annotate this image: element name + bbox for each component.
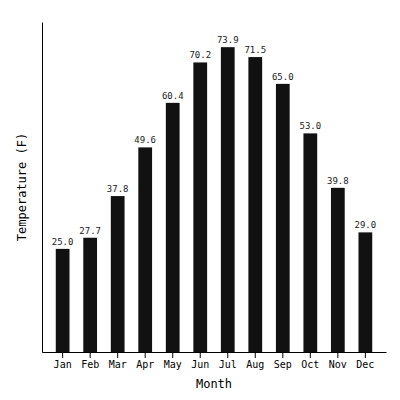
data-label: 70.2 xyxy=(189,50,211,60)
x-tick-mark xyxy=(200,352,201,358)
x-tick-label: Apr xyxy=(136,359,154,370)
data-label: 25.0 xyxy=(52,237,74,247)
x-tick: Nov xyxy=(329,352,347,370)
y-axis-line xyxy=(42,23,43,353)
x-tick-label: May xyxy=(164,359,182,370)
x-tick: Jul xyxy=(219,352,237,370)
x-tick-mark xyxy=(337,352,338,358)
x-tick-mark xyxy=(310,352,311,358)
bar xyxy=(221,47,235,352)
x-tick-mark xyxy=(90,352,91,358)
x-tick: Jun xyxy=(191,352,209,370)
y-axis-title: Temperature (F) xyxy=(15,133,29,241)
bar xyxy=(83,238,97,352)
bar xyxy=(276,84,290,352)
x-tick-mark xyxy=(282,352,283,358)
bar xyxy=(331,188,345,352)
x-tick-mark xyxy=(365,352,366,358)
data-label: 29.0 xyxy=(355,220,377,230)
x-tick-label: Aug xyxy=(246,359,264,370)
bar xyxy=(303,133,317,352)
x-tick-label: Sep xyxy=(274,359,292,370)
x-tick-label: Dec xyxy=(356,359,374,370)
bar xyxy=(248,57,262,352)
x-axis-line xyxy=(43,352,387,353)
x-tick: Apr xyxy=(136,352,154,370)
data-label: 37.8 xyxy=(107,184,129,194)
data-label: 49.6 xyxy=(134,135,156,145)
x-tick-label: Jun xyxy=(191,359,209,370)
x-tick: Aug xyxy=(246,352,264,370)
x-tick-mark xyxy=(145,352,146,358)
x-tick-mark xyxy=(172,352,173,358)
bar xyxy=(111,196,125,352)
data-label: 60.4 xyxy=(162,91,184,101)
x-tick: Jan xyxy=(54,352,72,370)
x-tick-label: Jan xyxy=(54,359,72,370)
x-tick-label: Feb xyxy=(81,359,99,370)
x-tick: Dec xyxy=(356,352,374,370)
x-tick-label: Jul xyxy=(219,359,237,370)
x-tick-label: Mar xyxy=(109,359,127,370)
x-tick-mark xyxy=(62,352,63,358)
y-axis xyxy=(42,23,43,353)
x-tick: Feb xyxy=(81,352,99,370)
bar xyxy=(56,249,70,352)
data-label: 65.0 xyxy=(272,72,294,82)
x-axis: Jan Feb Mar Apr May Jun Jul Aug Sep Oct Nov Dec xyxy=(43,352,387,370)
data-label: 73.9 xyxy=(217,35,239,45)
x-tick-mark xyxy=(117,352,118,358)
x-tick: Oct xyxy=(301,352,319,370)
x-tick-label: Nov xyxy=(329,359,347,370)
x-tick: Sep xyxy=(274,352,292,370)
bars xyxy=(56,47,372,352)
bar xyxy=(138,147,152,352)
chart: Jan Feb Mar Apr May Jun Jul Aug Sep Oct Nov Dec 25.0… xyxy=(0,0,400,400)
x-tick-mark xyxy=(255,352,256,358)
data-label: 53.0 xyxy=(299,121,321,131)
x-axis-title: Month xyxy=(196,377,232,391)
plot: Jan Feb Mar Apr May Jun Jul Aug Sep Oct Nov Dec 25.0… xyxy=(43,23,387,371)
bar xyxy=(358,232,372,352)
x-tick: May xyxy=(164,352,182,370)
x-tick-mark xyxy=(227,352,228,358)
data-label: 71.5 xyxy=(244,45,266,55)
bar xyxy=(166,103,180,352)
x-tick: Mar xyxy=(109,352,127,370)
data-labels: 25.0 27.7 37.8 49.6 60.4 70.2 73.9 71.5 65.0 53.0… xyxy=(52,35,376,247)
data-label: 27.7 xyxy=(79,226,101,236)
data-label: 39.8 xyxy=(327,176,349,186)
x-tick-label: Oct xyxy=(301,359,319,370)
bar xyxy=(193,62,207,352)
